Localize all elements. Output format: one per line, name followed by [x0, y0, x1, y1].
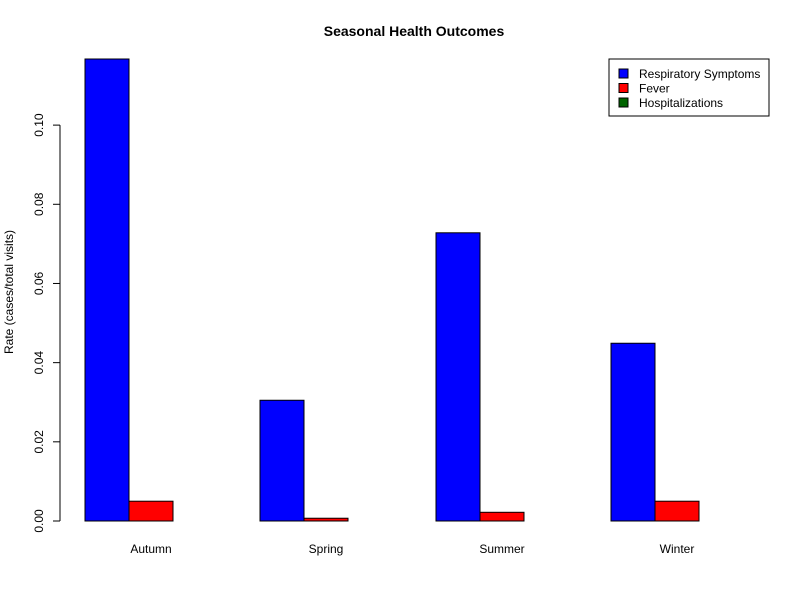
y-tick-label: 0.10	[32, 113, 46, 137]
y-tick-label: 0.02	[32, 430, 46, 454]
x-tick-label: Winter	[660, 542, 695, 556]
bar-fever	[303, 517, 349, 522]
y-tick-label: 0.04	[32, 351, 46, 375]
bar-respiratory-symptoms	[610, 342, 656, 522]
y-tick-label: 0.08	[32, 192, 46, 216]
y-tick-label: 0.06	[32, 271, 46, 295]
legend-label: Fever	[639, 82, 670, 96]
legend-swatch	[618, 68, 629, 79]
y-axis: 0.00 0.02 0.04 0.06 0.08 0.10	[32, 113, 61, 533]
legend: Respiratory SymptomsFeverHospitalization…	[608, 58, 770, 117]
x-axis-labels: Autumn Spring Summer Winter	[130, 542, 694, 556]
bar-fever	[479, 511, 525, 522]
legend-swatch	[618, 83, 629, 93]
legend-label: Respiratory Symptoms	[639, 67, 760, 81]
bars	[84, 58, 700, 522]
x-tick-label: Autumn	[130, 542, 171, 556]
bar-fever	[128, 500, 174, 522]
bar-fever	[654, 500, 700, 522]
x-tick-label: Spring	[309, 542, 344, 556]
bar-respiratory-symptoms	[259, 399, 305, 522]
x-tick-label: Summer	[479, 542, 524, 556]
legend-swatch	[618, 97, 629, 108]
legend-label: Hospitalizations	[639, 96, 723, 110]
bar-respiratory-symptoms	[84, 58, 130, 522]
bar-respiratory-symptoms	[435, 232, 481, 522]
y-tick-label: 0.00	[32, 509, 46, 533]
legend-box	[608, 58, 770, 117]
y-axis-label: Rate (cases/total visits)	[2, 230, 16, 354]
chart-title: Seasonal Health Outcomes	[324, 23, 505, 39]
